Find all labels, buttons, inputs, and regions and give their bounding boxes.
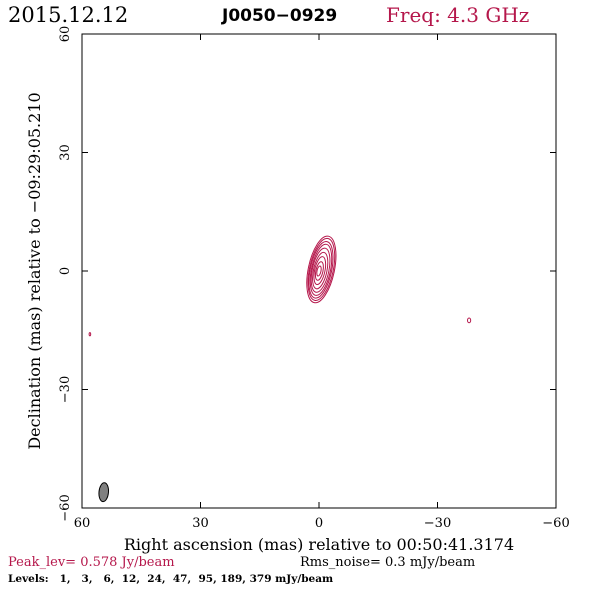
y-tick-labels: −60 −30 0 30 60 — [58, 26, 73, 522]
y-tick-label: −30 — [58, 376, 73, 403]
y-axis-label: Declination (mas) relative to −09:29:05.… — [25, 92, 44, 449]
secondary-contour — [467, 317, 472, 324]
y-tick-label: 60 — [58, 26, 73, 43]
contour-level-7 — [313, 256, 327, 286]
y-tick-label: −60 — [58, 494, 73, 521]
secondary-contour — [88, 332, 92, 337]
beam-ellipse — [98, 482, 110, 503]
x-tick-label: 0 — [315, 516, 323, 531]
x-tick-label: 60 — [74, 516, 91, 531]
contour-level-9 — [316, 265, 322, 277]
x-tick-label: −30 — [424, 516, 451, 531]
contour-level-4 — [309, 243, 333, 296]
rms-noise: Rms_noise= 0.3 mJy/beam — [300, 555, 475, 570]
y-tick-label: 0 — [58, 267, 73, 275]
contour-level-8 — [314, 261, 324, 281]
y-tick-label: 30 — [58, 144, 73, 161]
source-name: J0050−0929 — [221, 6, 337, 26]
contour-levels: Levels: 1, 3, 6, 12, 24, 47, 95, 189, 37… — [8, 573, 333, 585]
x-tick-labels: 60 30 0 −30 −60 — [74, 516, 570, 531]
x-axis-label: Right ascension (mas) relative to 00:50:… — [124, 535, 514, 554]
contour-level-1 — [306, 235, 337, 304]
contour-level-6 — [312, 251, 329, 290]
secondary-features — [88, 317, 472, 337]
beam-group — [98, 482, 110, 503]
contour-level-5 — [310, 247, 331, 293]
plot-frame — [81, 33, 557, 509]
contour-group — [306, 235, 337, 304]
peak-level: Peak_lev= 0.578 Jy/beam — [8, 555, 175, 570]
frequency-label: Freq: 4.3 GHz — [386, 3, 529, 27]
tick-marks — [81, 33, 557, 509]
date-label: 2015.12.12 — [8, 3, 128, 27]
contour-level-3 — [308, 241, 334, 299]
x-tick-label: 30 — [192, 516, 209, 531]
x-tick-label: −60 — [542, 516, 569, 531]
contour-level-2 — [307, 237, 336, 301]
